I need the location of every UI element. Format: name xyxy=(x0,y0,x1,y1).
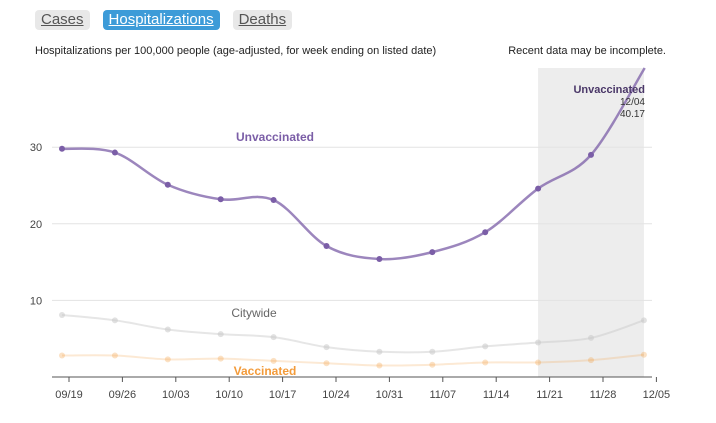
citywide-point xyxy=(323,344,330,351)
citywide-point xyxy=(640,317,647,324)
vaccinated-point xyxy=(640,351,647,358)
tab-hospitalizations[interactable]: Hospitalizations xyxy=(102,10,220,30)
tooltip-value: 40.17 xyxy=(620,109,645,120)
vaccinated-line xyxy=(61,353,645,367)
y-tick-label: 20 xyxy=(30,219,42,231)
metric-tabs: Cases Hospitalizations Deaths xyxy=(35,10,293,30)
citywide-point xyxy=(588,334,594,341)
citywide-point xyxy=(270,334,277,341)
citywide-point xyxy=(217,331,224,338)
unvaccinated-point xyxy=(59,145,65,152)
citywide-point xyxy=(376,348,383,355)
citywide-point xyxy=(482,343,489,350)
vaccinated-series-label: Vaccinated xyxy=(234,364,297,378)
x-tick-label: 10/31 xyxy=(376,389,404,401)
unvaccinated-point xyxy=(535,185,542,192)
x-tick-label: 11/21 xyxy=(536,389,563,401)
unvaccinated-point xyxy=(217,196,224,203)
incomplete-data-band xyxy=(538,68,644,377)
x-tick-label: 09/19 xyxy=(55,389,83,401)
tab-deaths[interactable]: Deaths xyxy=(232,10,293,30)
x-tick-label: 10/03 xyxy=(162,389,190,401)
unvaccinated-point xyxy=(111,149,118,156)
vaccinated-point xyxy=(217,355,224,362)
vaccinated-point xyxy=(376,362,383,369)
vaccinated-point xyxy=(535,359,542,366)
vaccinated-point xyxy=(164,356,171,363)
citywide-series-label: Citywide xyxy=(231,306,277,320)
unvaccinated-series-label: Unvaccinated xyxy=(236,130,314,144)
y-tick-label: 30 xyxy=(30,142,42,154)
unvaccinated-point xyxy=(164,181,171,188)
unvaccinated-point xyxy=(588,151,594,158)
unvaccinated-point xyxy=(376,256,383,263)
y-tick-label: 10 xyxy=(30,295,42,307)
x-tick-label: 12/05 xyxy=(643,389,671,401)
unvaccinated-point xyxy=(323,243,330,250)
x-tick-label: 10/24 xyxy=(322,389,350,401)
citywide-point xyxy=(429,348,436,355)
tab-cases[interactable]: Cases xyxy=(35,10,90,30)
chart-subtitle: Hospitalizations per 100,000 people (age… xyxy=(35,45,437,57)
unvaccinated-point xyxy=(429,249,436,256)
citywide-point xyxy=(164,326,171,333)
vaccinated-point xyxy=(588,357,594,364)
vaccinated-point xyxy=(59,352,65,359)
x-tick-label: 10/10 xyxy=(215,389,243,401)
citywide-point xyxy=(59,311,65,318)
vaccinated-point xyxy=(111,352,118,359)
x-tick-label: 10/17 xyxy=(269,389,297,401)
unvaccinated-point xyxy=(482,229,489,236)
vaccinated-point xyxy=(270,357,277,364)
incomplete-data-note: Recent data may be incomplete. xyxy=(508,45,666,57)
tooltip-date: 12/04 xyxy=(620,97,645,108)
x-tick-label: 11/07 xyxy=(429,389,456,401)
citywide-point xyxy=(111,317,118,324)
vaccinated-point xyxy=(482,359,489,366)
vaccinated-point xyxy=(429,361,436,368)
citywide-point xyxy=(535,339,542,346)
tooltip-series-name: Unvaccinated xyxy=(573,84,645,96)
citywide-line xyxy=(61,313,645,354)
vaccinated-point xyxy=(323,360,330,367)
unvaccinated-point xyxy=(270,197,277,204)
x-tick-label: 11/14 xyxy=(483,389,510,401)
x-tick-label: 09/26 xyxy=(109,389,137,401)
x-tick-label: 11/28 xyxy=(590,389,617,401)
